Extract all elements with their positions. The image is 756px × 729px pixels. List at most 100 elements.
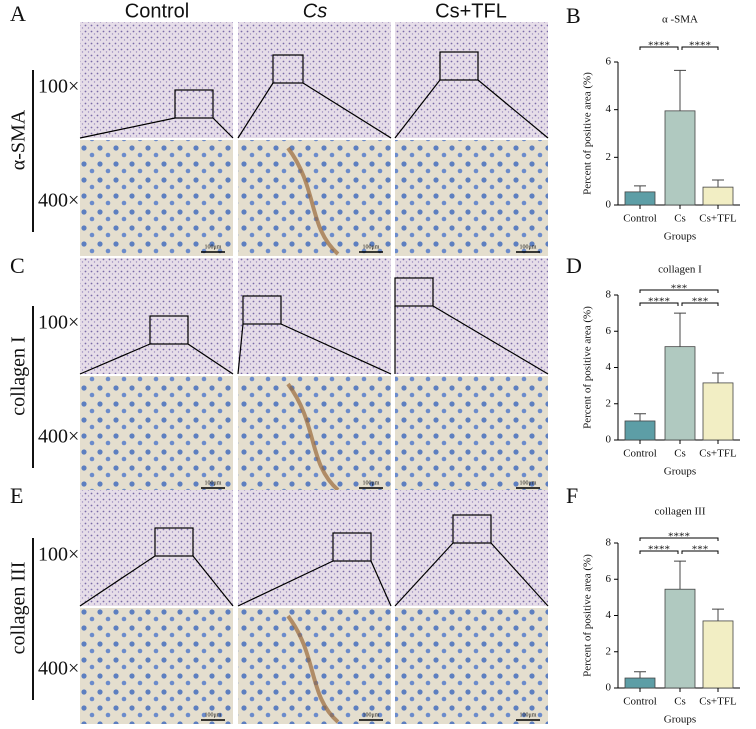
error-bar (674, 560, 686, 590)
error-bar (674, 69, 686, 111)
micrograph-400x (238, 140, 391, 256)
x-tick-label: Control (623, 448, 657, 460)
error-bar (712, 608, 724, 621)
chart-title: collagen I (658, 264, 702, 276)
bar (702, 186, 734, 206)
zoom-line (280, 323, 392, 375)
zoom-line (237, 323, 244, 375)
chart-title: α -SMA (662, 14, 698, 26)
x-axis-label: Groups (664, 231, 696, 243)
magnification-label: 400× (38, 658, 79, 680)
panel-label: F (566, 483, 578, 508)
y-axis-label: Percent of positive area (%) (582, 306, 594, 429)
panel-label: A (10, 1, 26, 26)
panel-label: B (566, 3, 581, 28)
y-tick-label: 8 (606, 537, 612, 549)
scale-bar-label: 100μm (520, 712, 537, 718)
zoom-line (394, 79, 441, 139)
scale-bar-label: 100μm (520, 244, 537, 250)
column-header: Control (125, 0, 189, 22)
zoom-line (79, 117, 176, 139)
magnification-label: 400× (38, 190, 79, 212)
micrograph-100x (238, 258, 391, 374)
zoom-line (79, 343, 151, 375)
bar (664, 110, 696, 206)
bar (702, 382, 734, 441)
scale-bar-label: 100μm (363, 244, 380, 250)
y-axis-label: Percent of positive area (%) (582, 72, 594, 195)
magnification-label: 100× (38, 544, 79, 566)
micrograph-400x (80, 376, 233, 492)
magnification-label: 100× (38, 312, 79, 334)
micrograph-100x (80, 490, 233, 606)
bar (702, 620, 734, 689)
zoom-box (332, 532, 372, 562)
y-tick-label: 2 (606, 397, 612, 409)
micrograph-100x (395, 258, 548, 374)
micrograph-400x (80, 140, 233, 256)
x-tick-label: Cs (674, 696, 686, 708)
micrograph-400x (395, 608, 548, 724)
y-tick-label: 6 (606, 573, 612, 585)
x-tick-label: Cs+TFL (699, 696, 737, 708)
micrograph-100x (238, 22, 391, 138)
micrograph-400x (238, 376, 391, 492)
scale-bar-label: 100μm (363, 480, 380, 486)
y-tick-label: 4 (606, 103, 612, 115)
y-tick-label: 6 (606, 56, 612, 68)
stain-label: collagen I (8, 336, 30, 415)
zoom-line (212, 117, 234, 139)
error-bar (634, 185, 646, 192)
significance-label: **** (648, 544, 670, 556)
x-axis-label: Groups (664, 714, 696, 726)
bar (624, 191, 656, 206)
scale-bar-label: 100μm (205, 244, 222, 250)
y-tick-label: 0 (606, 199, 612, 211)
significance-label: *** (692, 544, 709, 556)
y-tick-label: 4 (606, 361, 612, 373)
significance-bracket (639, 289, 719, 293)
x-tick-label: Control (623, 213, 657, 225)
zoom-box (439, 51, 479, 81)
zoom-box (452, 514, 492, 544)
stain-label: collagen III (8, 562, 30, 655)
x-tick-label: Cs+TFL (699, 448, 737, 460)
x-tick-label: Control (623, 696, 657, 708)
error-bar (712, 372, 724, 383)
significance-label: **** (648, 40, 670, 52)
zoom-line (490, 542, 549, 607)
y-tick-label: 8 (606, 289, 612, 301)
error-bar (712, 179, 724, 188)
significance-bracket (681, 302, 719, 306)
bar (664, 346, 696, 441)
y-tick-label: 0 (606, 434, 612, 446)
significance-label: *** (671, 283, 688, 295)
significance-bracket (681, 550, 719, 554)
micrograph-400x (80, 608, 233, 724)
error-bar (634, 413, 646, 421)
micrograph-400x (395, 376, 548, 492)
scale-bar-label: 100μm (205, 480, 222, 486)
column-header: Cs+TFL (435, 0, 507, 22)
zoom-line (477, 79, 549, 139)
x-tick-label: Cs+TFL (699, 213, 737, 225)
stain-streak (286, 146, 340, 256)
zoom-line (370, 560, 392, 607)
zoom-box (174, 89, 214, 119)
significance-label: *** (692, 296, 709, 308)
y-tick-label: 0 (606, 682, 612, 694)
significance-bracket (681, 46, 719, 50)
error-bar (634, 671, 646, 679)
panel-label: E (10, 483, 23, 508)
zoom-box (272, 54, 304, 84)
micrograph-100x (80, 22, 233, 138)
significance-bracket (639, 302, 679, 306)
micrograph-100x (238, 490, 391, 606)
x-axis-label: Groups (664, 466, 696, 478)
zoom-line (192, 555, 234, 607)
significance-bracket (639, 550, 679, 554)
scale-bar-label: 100μm (363, 712, 380, 718)
zoom-box (154, 527, 194, 557)
y-tick-label: 2 (606, 151, 612, 163)
